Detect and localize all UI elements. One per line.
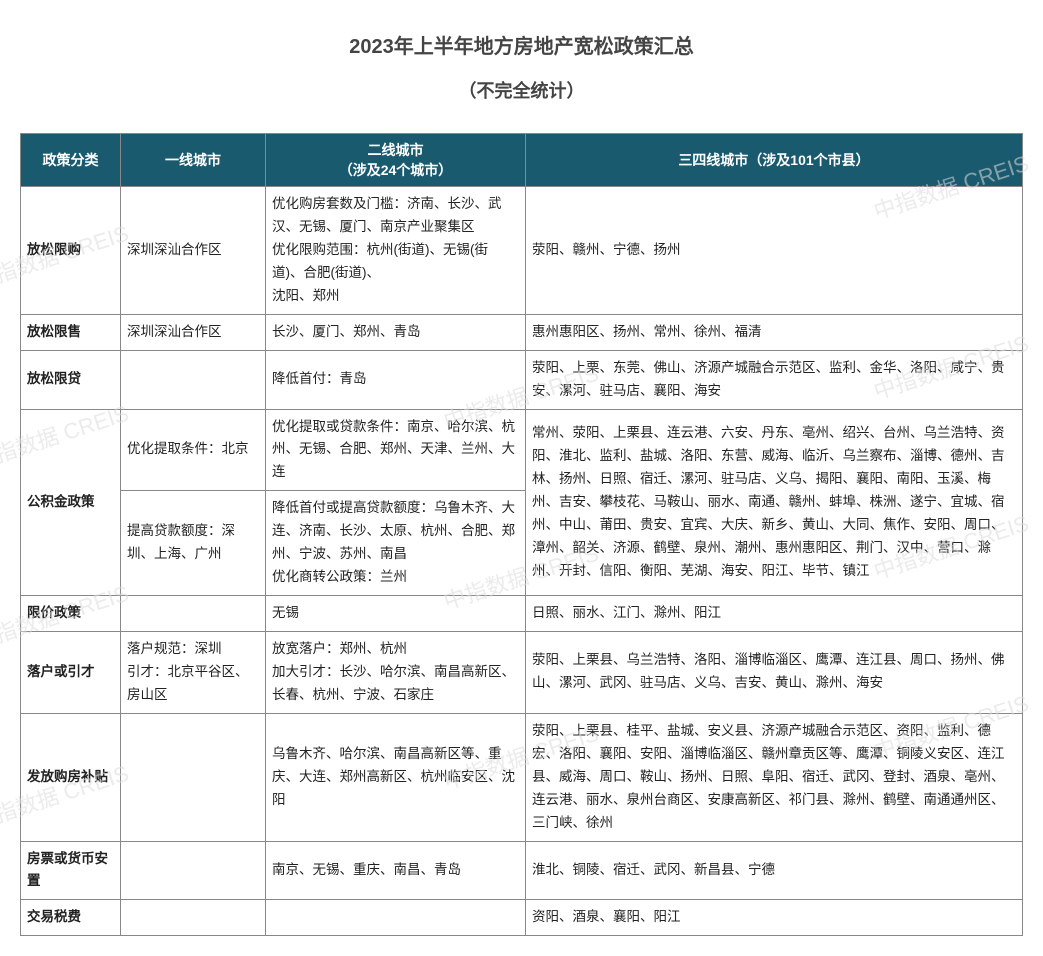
cell-tier1 (121, 350, 266, 409)
cell-tier2: 优化提取或贷款条件：南京、哈尔滨、杭州、无锡、合肥、郑州、天津、兰州、大连 (266, 409, 526, 491)
cell-tier2: 南京、无锡、重庆、南昌、青岛 (266, 841, 526, 900)
cell-tier1 (121, 900, 266, 936)
col-header-tier2: 二线城市 （涉及24个城市） (266, 134, 526, 187)
cell-tier2: 优化购房套数及门槛：济南、长沙、武汉、无锡、厦门、南京产业聚集区优化限购范围：杭… (266, 187, 526, 315)
cell-tier34: 荥阳、上栗县、桂平、盐城、安义县、济源产城融合示范区、资阳、监利、德宏、洛阳、襄… (526, 713, 1023, 841)
col-header-tier34: 三四线城市（涉及101个市县） (526, 134, 1023, 187)
cell-tier34: 日照、丽水、江门、滁州、阳江 (526, 596, 1023, 632)
table-header-row: 政策分类 一线城市 二线城市 （涉及24个城市） 三四线城市（涉及101个市县） (21, 134, 1023, 187)
cell-tier34: 荥阳、上栗县、乌兰浩特、洛阳、淄博临淄区、鹰潭、连江县、周口、扬州、佛山、漯河、… (526, 632, 1023, 714)
cell-tier2: 降低首付或提高贷款额度：乌鲁木齐、大连、济南、长沙、太原、杭州、合肥、郑州、宁波… (266, 491, 526, 596)
table-row: 放松限贷 降低首付：青岛 荥阳、上栗、东莞、佛山、济源产城融合示范区、监利、金华… (21, 350, 1023, 409)
cell-tier1: 深圳深汕合作区 (121, 314, 266, 350)
cell-tier34: 荥阳、赣州、宁德、扬州 (526, 187, 1023, 315)
table-row: 限价政策 无锡 日照、丽水、江门、滁州、阳江 (21, 596, 1023, 632)
col-header-category: 政策分类 (21, 134, 121, 187)
cell-tier2: 放宽落户：郑州、杭州加大引才：长沙、哈尔滨、南昌高新区、长春、杭州、宁波、石家庄 (266, 632, 526, 714)
table-row: 发放购房补贴 乌鲁木齐、哈尔滨、南昌高新区等、重庆、大连、郑州高新区、杭州临安区… (21, 713, 1023, 841)
cell-tier2 (266, 900, 526, 936)
cell-category: 放松限售 (21, 314, 121, 350)
cell-category: 放松限购 (21, 187, 121, 315)
table-row: 放松限购 深圳深汕合作区 优化购房套数及门槛：济南、长沙、武汉、无锡、厦门、南京… (21, 187, 1023, 315)
cell-tier1: 落户规范：深圳引才：北京平谷区、房山区 (121, 632, 266, 714)
policy-table: 政策分类 一线城市 二线城市 （涉及24个城市） 三四线城市（涉及101个市县）… (20, 133, 1023, 936)
cell-tier1: 优化提取条件：北京 (121, 409, 266, 491)
col-header-tier2-line2: （涉及24个城市） (339, 162, 453, 178)
col-header-tier2-line1: 二线城市 (368, 142, 424, 158)
cell-category: 交易税费 (21, 900, 121, 936)
cell-category: 房票或货币安置 (21, 841, 121, 900)
cell-tier1 (121, 596, 266, 632)
cell-tier34: 惠州惠阳区、扬州、常州、徐州、福清 (526, 314, 1023, 350)
cell-tier34: 淮北、铜陵、宿迁、武冈、新昌县、宁德 (526, 841, 1023, 900)
cell-category: 发放购房补贴 (21, 713, 121, 841)
cell-category: 限价政策 (21, 596, 121, 632)
table-row: 落户或引才 落户规范：深圳引才：北京平谷区、房山区 放宽落户：郑州、杭州加大引才… (21, 632, 1023, 714)
cell-category: 公积金政策 (21, 409, 121, 596)
table-row: 公积金政策 优化提取条件：北京 优化提取或贷款条件：南京、哈尔滨、杭州、无锡、合… (21, 409, 1023, 491)
cell-tier2: 长沙、厦门、郑州、青岛 (266, 314, 526, 350)
cell-category: 放松限贷 (21, 350, 121, 409)
cell-tier1 (121, 841, 266, 900)
cell-tier2: 乌鲁木齐、哈尔滨、南昌高新区等、重庆、大连、郑州高新区、杭州临安区、沈阳 (266, 713, 526, 841)
cell-tier1: 提高贷款额度：深圳、上海、广州 (121, 491, 266, 596)
cell-tier1: 深圳深汕合作区 (121, 187, 266, 315)
cell-tier34: 常州、荥阳、上栗县、连云港、六安、丹东、亳州、绍兴、台州、乌兰浩特、资阳、淮北、… (526, 409, 1023, 596)
cell-tier2: 降低首付：青岛 (266, 350, 526, 409)
cell-tier34: 荥阳、上栗、东莞、佛山、济源产城融合示范区、监利、金华、洛阳、咸宁、贵安、漯河、… (526, 350, 1023, 409)
cell-tier1 (121, 713, 266, 841)
page-title: 2023年上半年地方房地产宽松政策汇总 (20, 30, 1023, 59)
cell-category: 落户或引才 (21, 632, 121, 714)
cell-tier2: 无锡 (266, 596, 526, 632)
table-row: 交易税费 资阳、酒泉、襄阳、阳江 (21, 900, 1023, 936)
table-row: 房票或货币安置 南京、无锡、重庆、南昌、青岛 淮北、铜陵、宿迁、武冈、新昌县、宁… (21, 841, 1023, 900)
table-row: 放松限售 深圳深汕合作区 长沙、厦门、郑州、青岛 惠州惠阳区、扬州、常州、徐州、… (21, 314, 1023, 350)
cell-tier34: 资阳、酒泉、襄阳、阳江 (526, 900, 1023, 936)
page-subtitle: （不完全统计） (20, 77, 1023, 103)
col-header-tier1: 一线城市 (121, 134, 266, 187)
